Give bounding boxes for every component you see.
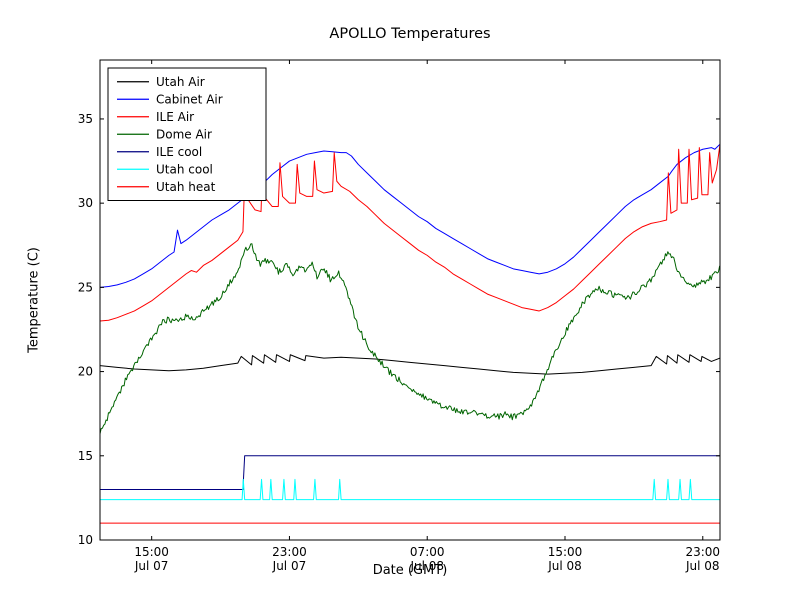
plot-frame — [99, 59, 721, 541]
legend-label: Utah Air — [156, 75, 205, 89]
y-axis-ticks: 10 15 20 25 30 35 — [78, 112, 720, 547]
tick-label: Jul 08 — [409, 559, 444, 573]
series-cabinet-air — [100, 143, 720, 288]
legend-label: Cabinet Air — [156, 92, 223, 106]
tick-label: 23:00 — [272, 545, 307, 559]
legend-label: ILE Air — [156, 110, 194, 124]
tick-label: 23:00 — [685, 545, 720, 559]
series-utah-air — [100, 354, 720, 375]
y-axis-label: Temperature (C) — [26, 247, 42, 353]
tick-label: 30 — [78, 196, 93, 210]
tick-label: 35 — [78, 112, 93, 126]
tick-label: 07:00 — [410, 545, 445, 559]
series-ile-cool — [100, 455, 720, 490]
tick-label: 15:00 — [548, 545, 583, 559]
series-ile-air — [100, 144, 720, 322]
legend-label: Utah heat — [156, 180, 216, 194]
series-utah-cool — [100, 478, 720, 501]
tick-label: 10 — [78, 533, 93, 547]
tick-label: Jul 08 — [547, 559, 582, 573]
chart-title: APOLLO Temperatures — [329, 26, 491, 42]
x-axis-label: Date (GMT) — [372, 563, 448, 578]
legend-label: ILE cool — [156, 145, 202, 159]
legend-label: Utah cool — [156, 162, 213, 176]
legend-label: Dome Air — [156, 127, 212, 141]
series-dome-air — [100, 243, 720, 435]
plot-series — [100, 143, 720, 524]
tick-label: Jul 07 — [134, 559, 169, 573]
tick-label: 25 — [78, 280, 93, 294]
tick-label: 15:00 — [134, 545, 169, 559]
tick-label: Jul 07 — [272, 559, 307, 573]
tick-label: 15 — [78, 449, 93, 463]
tick-label: 20 — [78, 365, 93, 379]
legend: Utah Air Cabinet Air ILE Air Dome Air ILE co… — [107, 67, 267, 201]
tick-label: Jul 08 — [685, 559, 720, 573]
